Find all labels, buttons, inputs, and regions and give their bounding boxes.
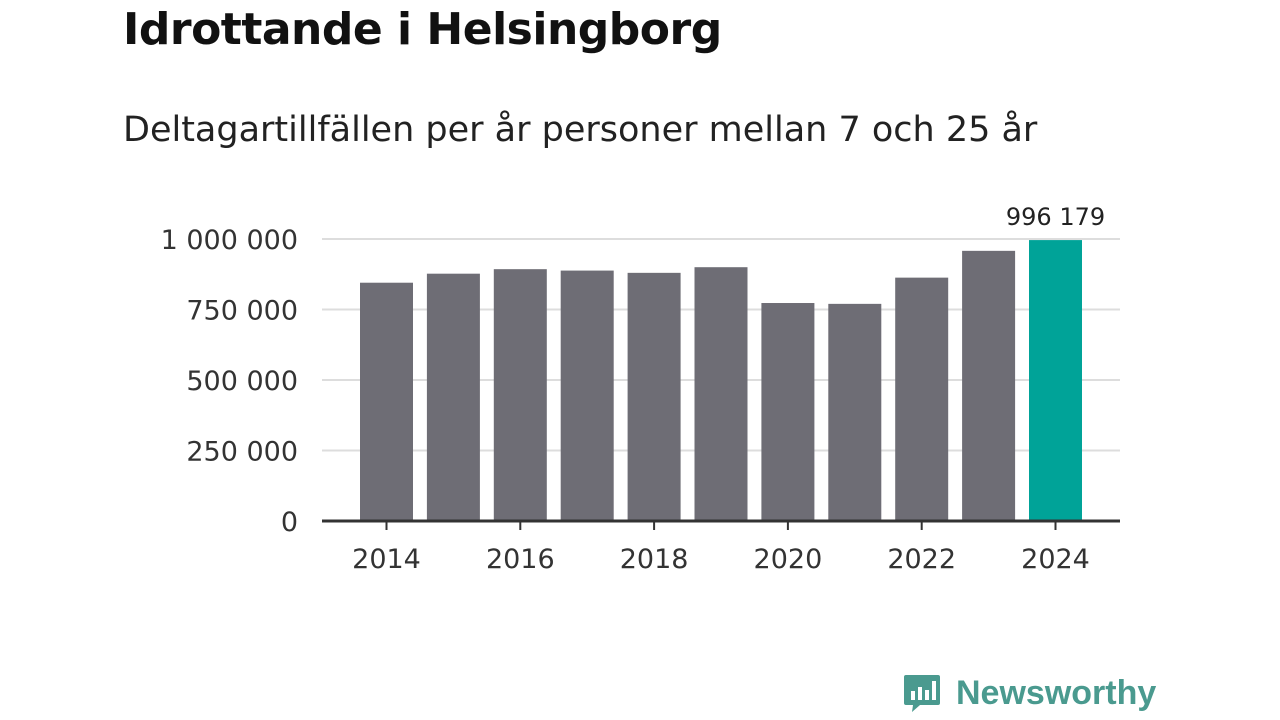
chart-title: Idrottande i Helsingborg — [123, 4, 722, 55]
x-tick-label: 2024 — [1021, 544, 1090, 575]
bars — [360, 240, 1082, 521]
data-label: 996 179 — [1006, 203, 1105, 231]
x-tick-label: 2014 — [352, 544, 421, 575]
labels: 0 250 000 500 000 750 000 1 000 000 2014 2016 2… — [161, 203, 1106, 575]
bar — [962, 250, 1016, 521]
bar — [895, 277, 949, 521]
bar — [694, 267, 748, 521]
x-tick-label: 2016 — [486, 544, 555, 575]
bar — [360, 282, 413, 521]
brand-name: Newsworthy — [956, 673, 1157, 712]
x-tick-label: 2022 — [887, 544, 956, 575]
y-tick-label: 0 — [281, 507, 298, 538]
newsworthy-logo: Newsworthy — [902, 668, 1156, 718]
bar — [828, 303, 882, 521]
bar — [426, 273, 480, 521]
y-tick-label: 750 000 — [186, 296, 298, 327]
x-tick-label: 2020 — [754, 544, 823, 575]
bar — [493, 269, 547, 521]
bar — [761, 303, 815, 521]
bar — [560, 270, 614, 521]
newsworthy-logo-icon — [904, 675, 940, 712]
axes — [322, 519, 1120, 530]
y-tick-label: 250 000 — [186, 437, 298, 468]
x-tick-label: 2018 — [620, 544, 689, 575]
y-tick-label: 1 000 000 — [161, 225, 298, 256]
y-tick-label: 500 000 — [186, 366, 298, 397]
chart-subtitle: Deltagartillfällen per år personer mella… — [123, 110, 1038, 150]
bar-highlight — [1029, 240, 1082, 521]
bar — [627, 272, 681, 521]
